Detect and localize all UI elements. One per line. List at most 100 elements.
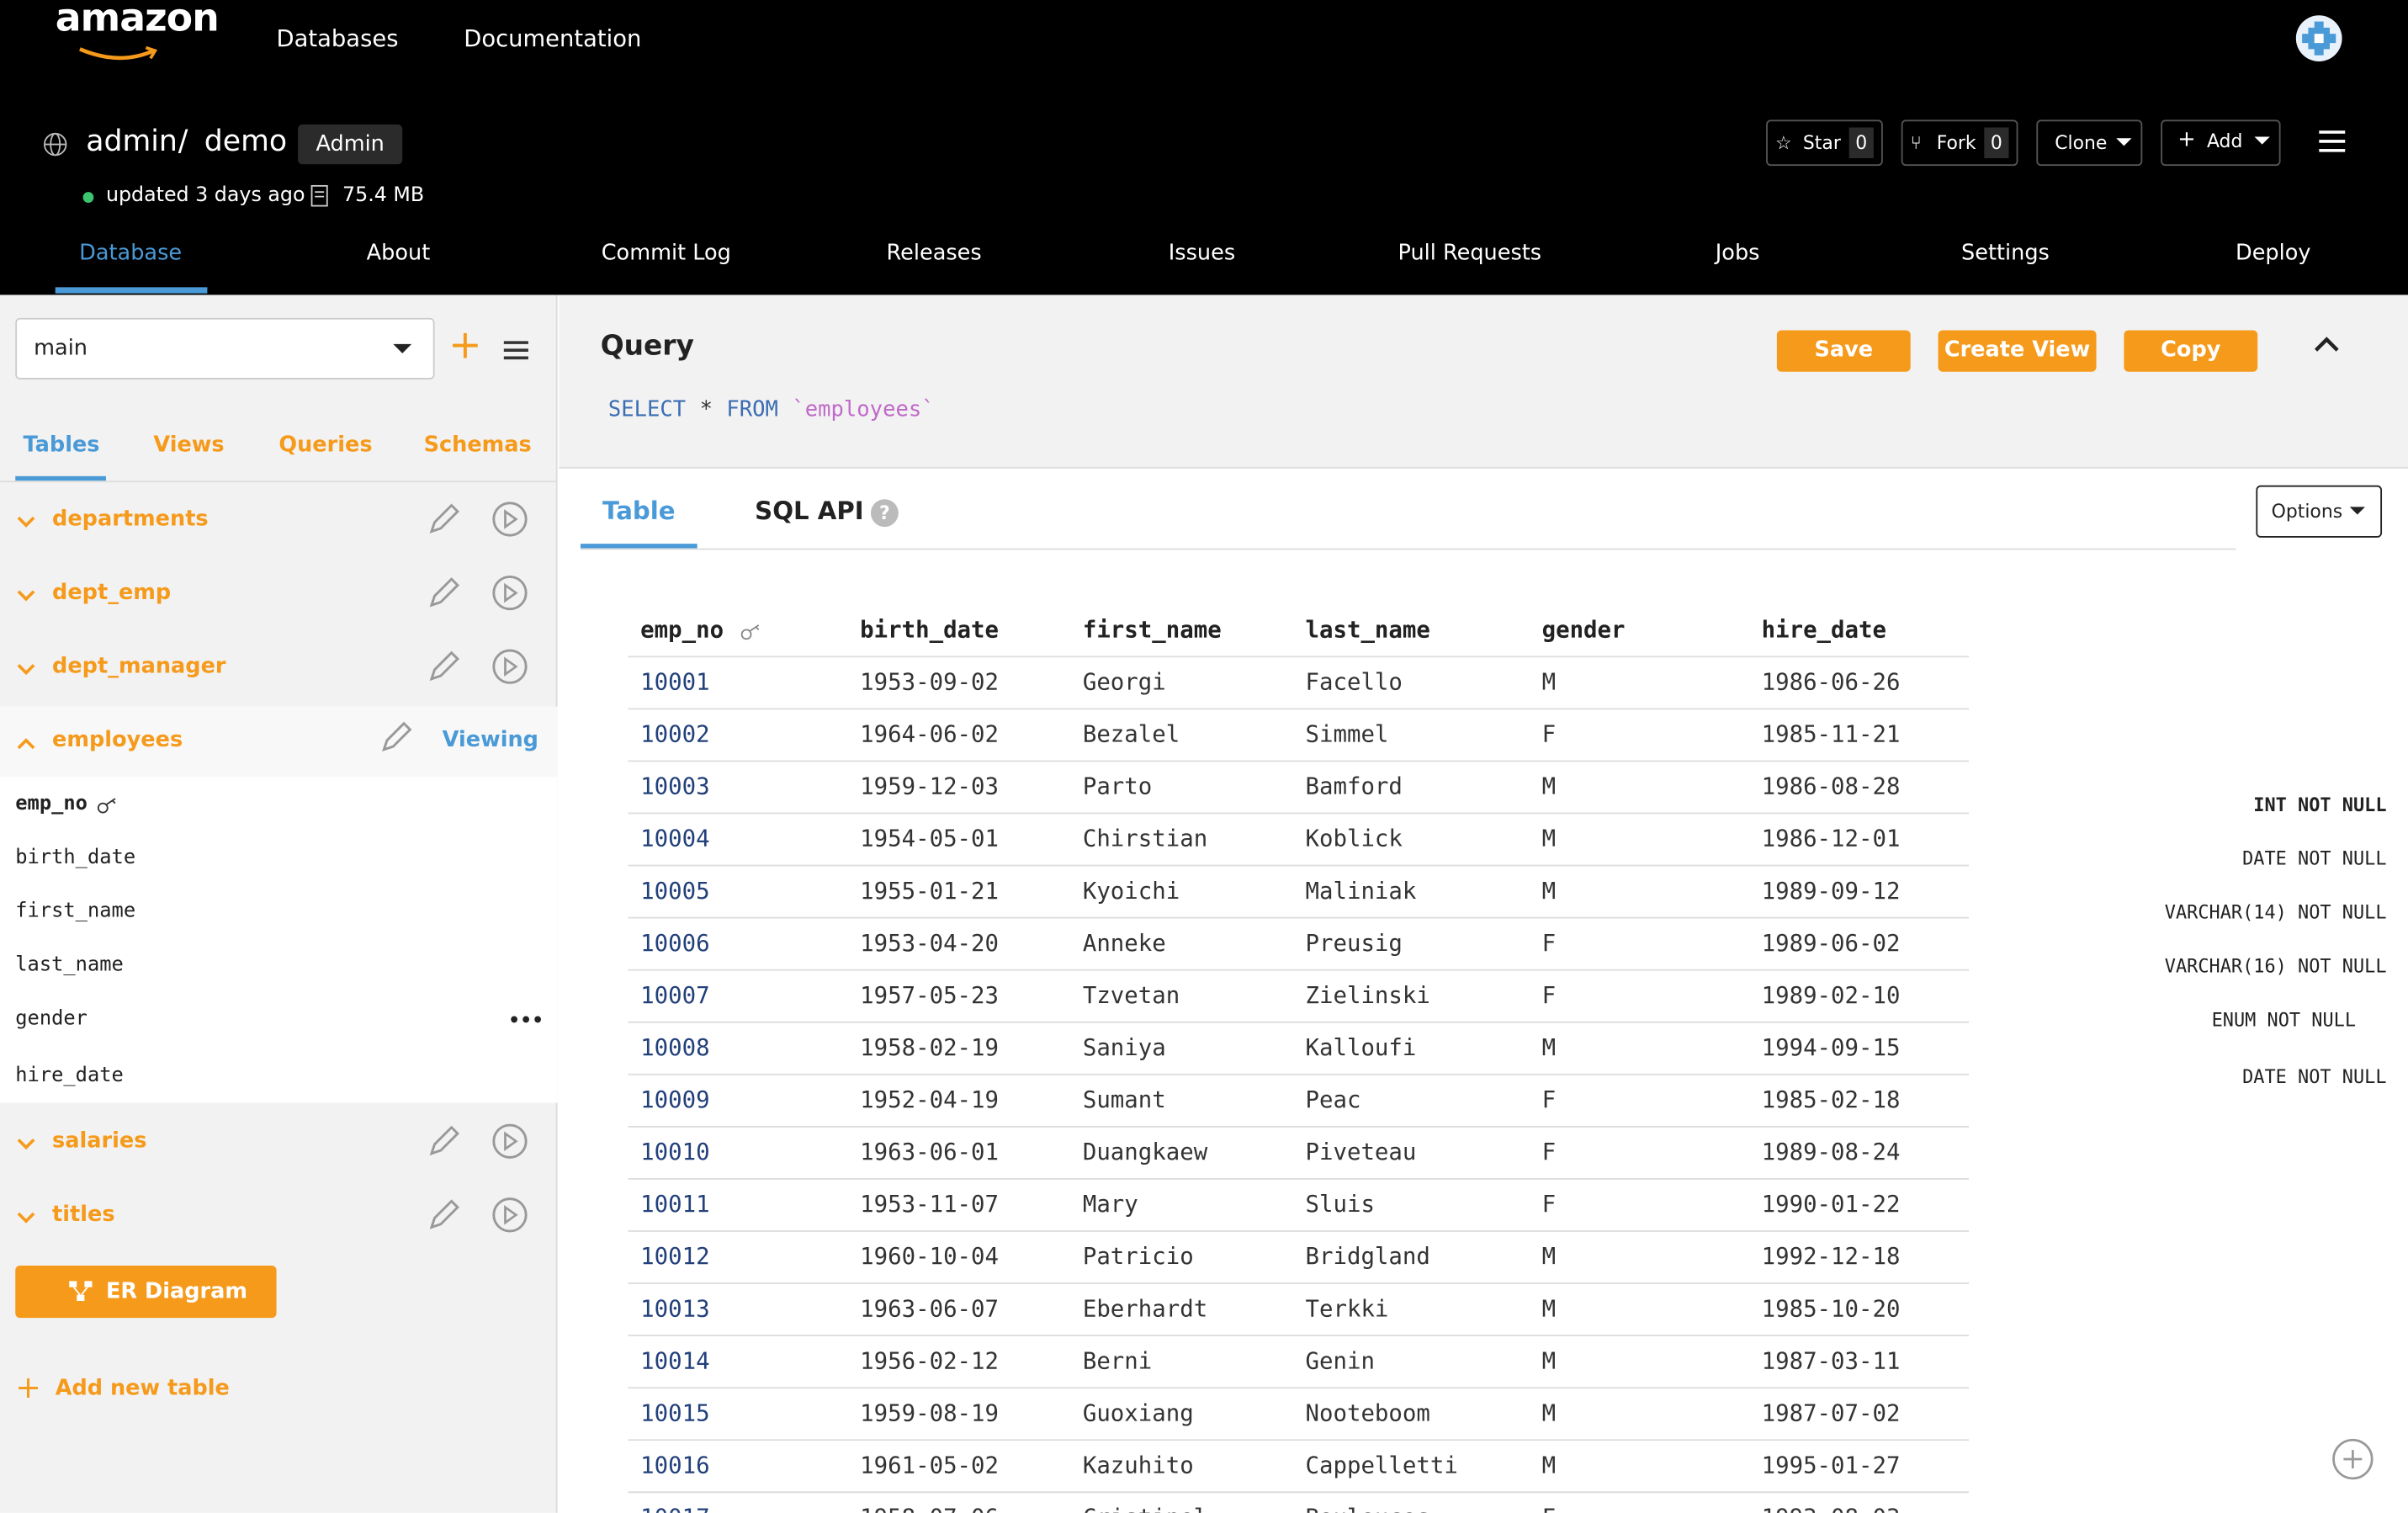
fork-label: Fork: [1936, 131, 1976, 154]
table-cell: M: [1541, 1346, 1557, 1375]
menu-icon[interactable]: [2319, 130, 2347, 162]
repo-tab[interactable]: Deploy: [2236, 241, 2311, 266]
repo-tab[interactable]: Commit Log: [601, 241, 731, 266]
avatar[interactable]: [2294, 13, 2343, 72]
table-cell: 1954-05-01: [860, 825, 1000, 853]
key-icon: [97, 794, 119, 826]
star-icon: ☆: [1775, 131, 1792, 154]
table-cell[interactable]: 10003: [640, 772, 710, 800]
table-cell: Maliniak: [1305, 877, 1417, 905]
table-cell[interactable]: 10010: [640, 1138, 710, 1166]
table-cell[interactable]: 10002: [640, 720, 710, 748]
repo-tab[interactable]: Jobs: [1715, 241, 1760, 266]
run-icon[interactable]: [491, 1197, 528, 1243]
help-icon[interactable]: ?: [870, 499, 899, 528]
sidebar-tab[interactable]: Schemas: [423, 433, 532, 458]
more-icon: •••: [508, 1009, 544, 1031]
edit-icon[interactable]: [427, 502, 460, 545]
repo-owner[interactable]: admin: [86, 124, 178, 159]
options-label: Options: [2271, 501, 2343, 523]
edit-icon[interactable]: [427, 650, 460, 693]
edit-icon[interactable]: [427, 1198, 460, 1241]
run-icon[interactable]: [491, 1123, 528, 1169]
action-button[interactable]: [1766, 119, 1883, 167]
table-cell[interactable]: 10017: [640, 1502, 709, 1513]
query-button[interactable]: Copy: [2124, 330, 2258, 372]
options-button[interactable]: [2256, 485, 2383, 538]
table-name[interactable]: dept_emp: [52, 580, 172, 606]
table-cell[interactable]: 10006: [640, 929, 710, 958]
sidebar-tab[interactable]: Queries: [278, 433, 373, 458]
column-header: last_name: [1305, 615, 1430, 644]
table-cell: M: [1541, 772, 1557, 800]
expanded-head: [0, 706, 558, 778]
table-cell: 1989-06-02: [1761, 929, 1901, 958]
table-cell[interactable]: 10004: [640, 825, 710, 853]
table-cell: Chirstian: [1082, 825, 1208, 853]
add-table[interactable]: Add new table: [55, 1376, 230, 1401]
collapse-icon[interactable]: [2313, 332, 2341, 363]
table-name[interactable]: dept_manager: [52, 654, 226, 679]
table-cell: 1989-08-24: [1761, 1138, 1901, 1166]
row-divider: [628, 1282, 1970, 1284]
edit-icon[interactable]: [427, 576, 460, 618]
branch-name: main: [34, 336, 88, 361]
repo-tab[interactable]: Database: [79, 241, 183, 266]
repo-tab[interactable]: About: [366, 241, 431, 266]
result-tab[interactable]: Table: [602, 496, 676, 526]
repo-name[interactable]: demo: [204, 124, 288, 159]
branch-select[interactable]: [15, 317, 435, 380]
table-cell[interactable]: 10012: [640, 1242, 710, 1271]
table-cell: Guoxiang: [1082, 1399, 1194, 1427]
action-button[interactable]: [2161, 119, 2281, 167]
run-icon[interactable]: [491, 648, 528, 694]
query-button[interactable]: Create View: [1938, 330, 2097, 372]
run-icon[interactable]: [491, 575, 528, 621]
er-button[interactable]: [15, 1266, 277, 1319]
table-cell[interactable]: 10016: [640, 1451, 710, 1479]
branch-menu[interactable]: [503, 339, 530, 370]
run-icon[interactable]: [491, 501, 528, 547]
table-cell[interactable]: 10005: [640, 877, 710, 905]
table-cell[interactable]: 10001: [640, 668, 710, 696]
column-type: DATE NOT NULL: [2242, 847, 2387, 870]
table-cell: M: [1541, 1242, 1557, 1271]
edit-icon[interactable]: [427, 1124, 460, 1167]
table-cell[interactable]: 10014: [640, 1346, 710, 1375]
table-name[interactable]: departments: [52, 507, 209, 532]
query-button[interactable]: Save: [1776, 330, 1911, 372]
table-name[interactable]: salaries: [52, 1128, 147, 1154]
table-cell: 1956-02-12: [860, 1346, 1000, 1375]
new-branch[interactable]: +: [448, 322, 482, 369]
sidebar-tab[interactable]: Views: [153, 433, 225, 458]
table-cell[interactable]: 10007: [640, 981, 710, 1010]
logo[interactable]: amazon: [55, 0, 220, 40]
table-cell[interactable]: 10008: [640, 1033, 710, 1062]
table-cell: M: [1541, 1033, 1557, 1062]
nav-link[interactable]: Documentation: [464, 24, 642, 53]
table-cell[interactable]: 10011: [640, 1190, 710, 1218]
column-type: DATE NOT NULL: [2242, 1065, 2387, 1088]
row-divider: [628, 1021, 1970, 1023]
repo-tab[interactable]: Settings: [1961, 241, 2050, 266]
table-name[interactable]: titles: [52, 1202, 115, 1228]
add-row-icon[interactable]: [2331, 1437, 2374, 1489]
action-button[interactable]: [2036, 119, 2143, 167]
table-cell: 1990-01-22: [1761, 1190, 1901, 1218]
nav-link[interactable]: Databases: [276, 24, 399, 53]
repo-tab[interactable]: Pull Requests: [1398, 241, 1542, 266]
action-button[interactable]: [1901, 119, 2018, 167]
table-cell: 1995-01-27: [1761, 1451, 1901, 1479]
repo-tab[interactable]: Issues: [1168, 241, 1236, 266]
edit-icon[interactable]: [379, 720, 413, 763]
repo-tab[interactable]: Releases: [886, 241, 982, 266]
result-tab[interactable]: SQL API: [755, 496, 864, 526]
table-cell: 1958-02-19: [860, 1033, 1000, 1062]
table-cell[interactable]: 10009: [640, 1086, 710, 1114]
table-name[interactable]: employees: [52, 728, 183, 753]
table-cell: F: [1541, 720, 1557, 748]
sidebar-tab[interactable]: Tables: [23, 433, 100, 458]
table-cell[interactable]: 10013: [640, 1294, 710, 1323]
table-cell[interactable]: 10015: [640, 1399, 710, 1427]
